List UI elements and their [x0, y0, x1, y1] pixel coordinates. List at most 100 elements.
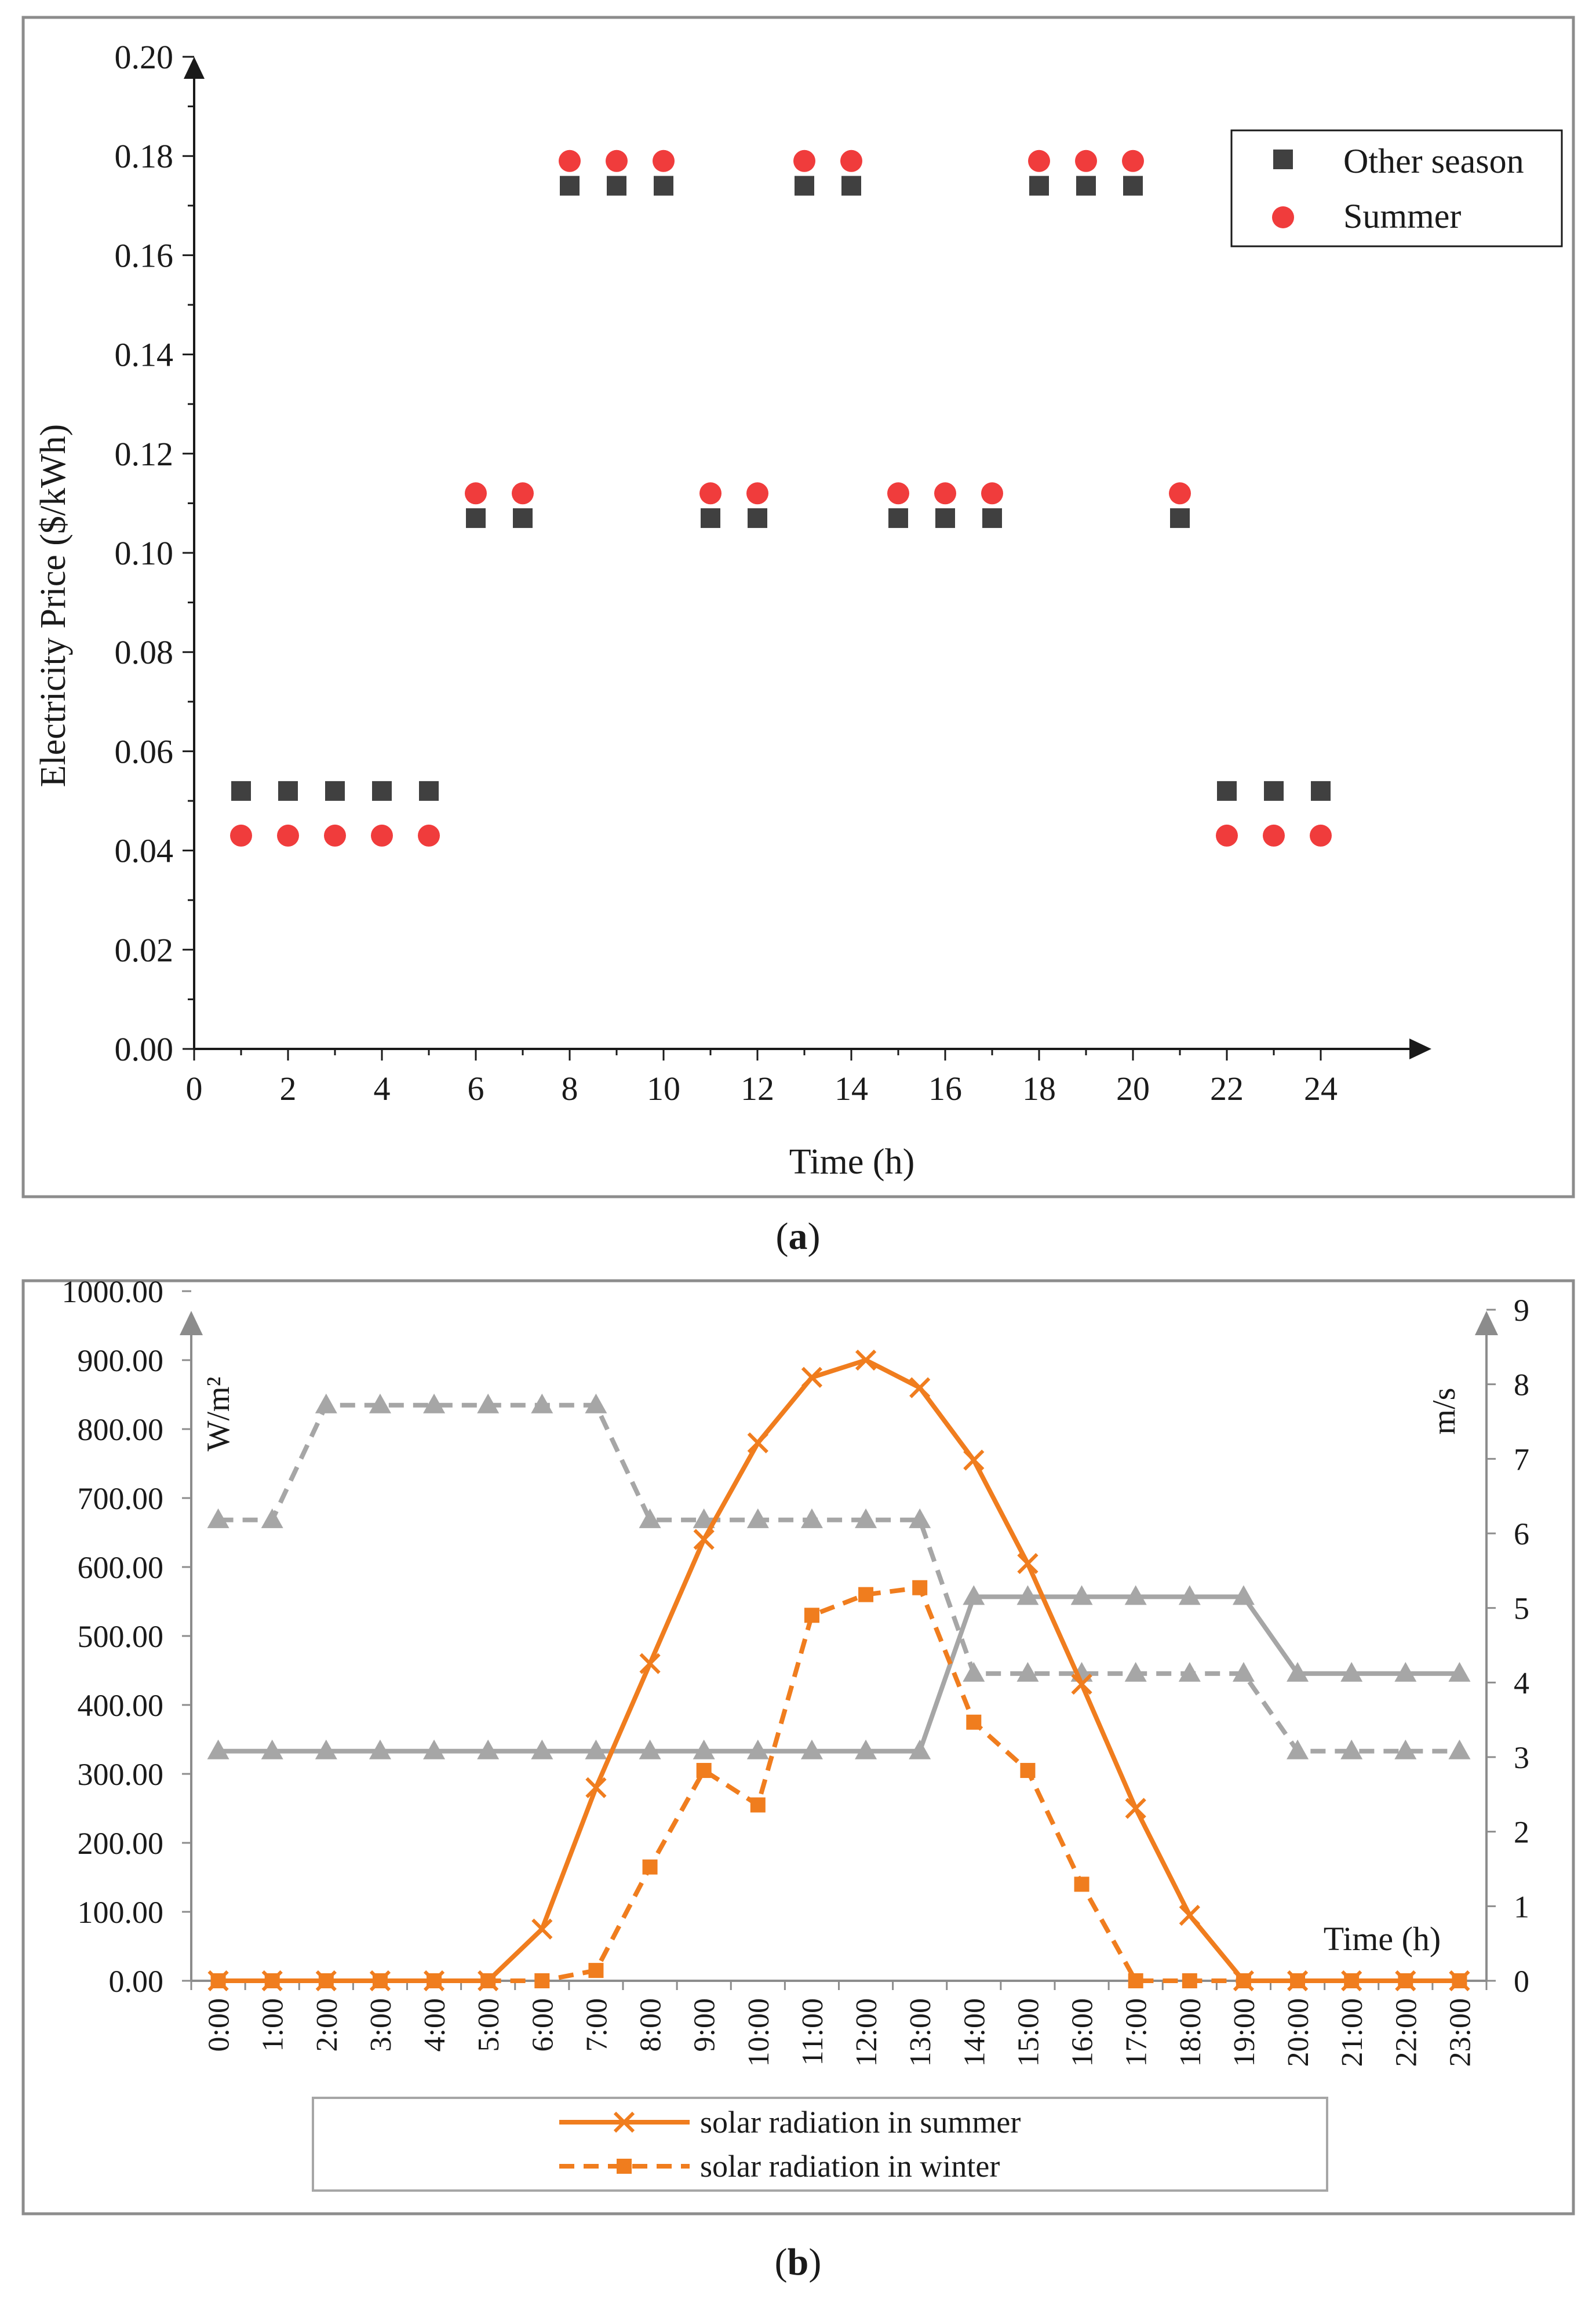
data-point-summer — [418, 824, 440, 847]
data-point-wind-dashed — [261, 1508, 283, 1528]
data-point-summer — [559, 150, 581, 172]
left-tick-label: 300.00 — [78, 1757, 164, 1792]
right-tick-label: 6 — [1514, 1517, 1529, 1551]
data-point-other-season — [935, 508, 955, 529]
data-point-solar-winter — [480, 1973, 496, 1988]
data-point-other-season — [560, 176, 580, 196]
data-point-other-season — [1264, 781, 1284, 801]
x-tick-label: 0:00 — [203, 1998, 236, 2051]
data-point-other-season — [841, 176, 861, 196]
data-point-summer — [606, 150, 628, 172]
data-point-solar-winter — [318, 1973, 334, 1988]
data-point-summer — [1310, 824, 1332, 847]
data-point-solar-winter — [210, 1973, 226, 1988]
data-point-solar-winter — [1290, 1973, 1306, 1988]
x-tick-label: 12:00 — [850, 1998, 883, 2067]
data-point-wind-solid — [800, 1739, 823, 1759]
data-point-solar-summer — [693, 1529, 715, 1550]
caption-a-letter: a — [789, 1215, 808, 1258]
data-point-other-season — [1123, 176, 1143, 196]
y-axis-arrow-icon — [184, 57, 205, 79]
legend-square-marker-icon — [617, 2159, 632, 2174]
y-tick-label: 0.00 — [115, 1030, 174, 1068]
y-tick-label: 0.10 — [115, 534, 174, 572]
data-point-solar-winter — [427, 1973, 442, 1988]
x-tick-label: 9:00 — [688, 1998, 722, 2051]
x-tick-label: 10:00 — [742, 1998, 775, 2067]
data-point-solar-winter — [588, 1963, 604, 1978]
data-point-solar-winter — [1344, 1973, 1360, 1988]
data-point-solar-summer — [747, 1432, 768, 1453]
data-point-solar-winter — [804, 1608, 819, 1623]
legend-label-other-season: Other season — [1343, 142, 1524, 180]
x-tick-label: 21:00 — [1336, 1998, 1369, 2067]
data-point-wind-dashed — [1124, 1661, 1147, 1682]
data-point-other-season — [278, 781, 298, 801]
data-point-solar-winter — [1182, 1973, 1197, 1988]
left-tick-label: 400.00 — [78, 1688, 164, 1723]
data-point-wind-dashed — [1287, 1739, 1309, 1759]
data-point-wind-solid — [746, 1739, 769, 1759]
data-point-wind-dashed — [1178, 1661, 1201, 1682]
data-point-summer — [887, 482, 909, 505]
panel-b-right-axis-label: m/s — [1426, 1388, 1462, 1435]
data-point-solar-winter — [372, 1973, 388, 1988]
data-point-solar-summer — [1017, 1553, 1039, 1575]
y-tick-label: 0.20 — [115, 38, 174, 76]
data-point-summer — [230, 824, 252, 847]
data-point-wind-solid — [315, 1739, 337, 1759]
data-point-wind-solid — [1394, 1661, 1417, 1682]
x-tick-label: 8 — [562, 1070, 578, 1107]
x-tick-label: 6 — [468, 1070, 484, 1107]
data-point-summer — [1216, 824, 1238, 847]
left-axis-arrow-icon — [180, 1311, 203, 1335]
data-point-solar-winter — [534, 1973, 550, 1988]
panel-a-x-axis-label: Time (h) — [789, 1142, 914, 1182]
x-tick-label: 0 — [186, 1070, 203, 1107]
data-point-wind-solid — [423, 1739, 446, 1759]
x-tick-label: 13:00 — [904, 1998, 937, 2067]
data-point-wind-solid — [207, 1739, 229, 1759]
y-tick-label: 0.08 — [115, 633, 174, 671]
panel-b-frame — [21, 1279, 1575, 2215]
data-point-other-season — [748, 508, 767, 529]
data-point-summer — [746, 482, 768, 505]
series-line-wind-dashed — [218, 1402, 1460, 1754]
data-point-solar-winter — [912, 1580, 928, 1595]
panel-b-solar-wind-chart: 0.00 100.00 200.00 300.00 400.00 500.00 600.00… — [21, 1274, 1575, 2215]
y-tick-label: 0.06 — [115, 733, 174, 770]
panel-a-y-axis-label: Electricity Price ($/kWh) — [34, 424, 73, 788]
data-point-wind-dashed — [531, 1393, 553, 1413]
x-tick-label: 4 — [374, 1070, 391, 1107]
x-tick-label: 2 — [280, 1070, 297, 1107]
data-point-summer — [1028, 150, 1050, 172]
data-point-solar-winter — [264, 1973, 280, 1988]
x-tick-label: 18:00 — [1174, 1998, 1207, 2067]
panel-a-legend: Other season Summer — [1230, 129, 1563, 247]
data-point-wind-solid — [1124, 1585, 1147, 1605]
data-point-wind-dashed — [693, 1508, 715, 1528]
data-point-wind-dashed — [1232, 1661, 1255, 1682]
data-point-solar-winter — [696, 1763, 712, 1779]
data-point-wind-solid — [963, 1585, 985, 1605]
legend-square-marker — [1273, 150, 1293, 169]
right-tick-label: 5 — [1514, 1591, 1529, 1626]
data-point-summer — [981, 482, 1003, 505]
data-point-solar-summer — [531, 1918, 553, 1940]
data-point-wind-dashed — [800, 1508, 823, 1528]
data-point-other-season — [654, 176, 673, 196]
series-line-solar-winter — [218, 1585, 1460, 1983]
left-tick-label: 100.00 — [78, 1895, 164, 1930]
data-point-wind-solid — [261, 1739, 283, 1759]
data-point-solar-summer — [1125, 1798, 1146, 1819]
data-point-solar-summer — [963, 1449, 985, 1471]
data-point-solar-summer — [801, 1367, 823, 1388]
right-tick-label: 3 — [1514, 1740, 1529, 1775]
panel-b-axes: 0.00 100.00 200.00 300.00 400.00 500.00 600.00… — [62, 1274, 1530, 2067]
data-point-wind-dashed — [1016, 1661, 1039, 1682]
x-tick-label: 4:00 — [418, 1998, 451, 2051]
x-tick-label: 6:00 — [526, 1998, 559, 2051]
data-point-wind-dashed — [639, 1508, 661, 1528]
data-point-other-season — [325, 781, 345, 801]
data-point-other-season — [982, 508, 1002, 529]
